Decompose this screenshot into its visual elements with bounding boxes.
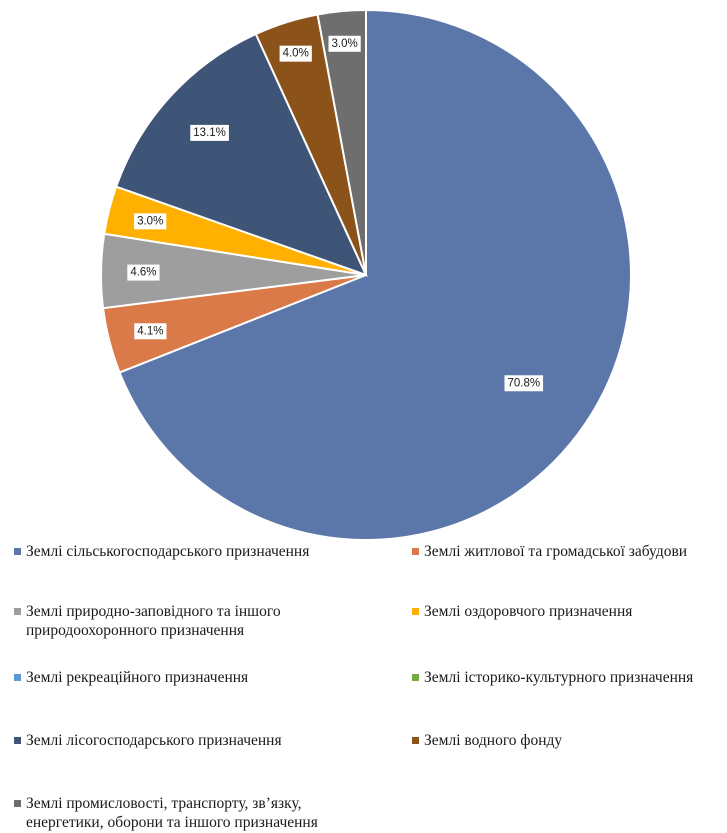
- legend: Землі сільськогосподарського призначення…: [0, 536, 727, 833]
- pie-chart: 70.8% 4.1% 4.6% 3.0% 13.1% 4.0% 3.0%: [100, 8, 632, 540]
- data-label-text: 4.0%: [283, 48, 309, 60]
- legend-item: Землі лісогосподарського призначення: [14, 731, 282, 750]
- data-label-text: 3.0%: [331, 38, 357, 50]
- legend-swatch: [14, 548, 21, 555]
- data-label: 3.0%: [134, 213, 167, 230]
- data-label-box: [134, 323, 167, 340]
- legend-label: Землі житлової та громадської забудови: [424, 543, 688, 560]
- legend-label: Землі лісогосподарського призначення: [26, 732, 282, 749]
- data-label-text: 70.8%: [507, 377, 540, 389]
- legend-swatch: [412, 674, 419, 681]
- data-label-box: [134, 213, 167, 230]
- legend-swatch: [14, 800, 21, 807]
- data-label-text: 3.0%: [137, 215, 163, 227]
- legend-item: Землі водного фонду: [412, 731, 562, 750]
- pie-slice: [316, 8, 367, 276]
- legend-item: Землі природно-заповідного та іншого при…: [14, 602, 281, 640]
- legend-item: Землі оздоровчого призначення: [412, 602, 632, 621]
- legend-swatch: [14, 674, 21, 681]
- legend-swatch: [14, 608, 21, 615]
- pie-slice: [118, 8, 632, 540]
- data-label-box: [127, 264, 160, 281]
- legend-item: Землі історико-культурного призначення: [412, 668, 693, 687]
- legend-item: Землі житлової та громадської забудови: [412, 542, 687, 561]
- legend-label: Землі оздоровчого призначення: [424, 603, 633, 620]
- legend-swatch: [412, 548, 419, 555]
- data-label-box: [328, 35, 361, 52]
- data-label: 13.1%: [190, 124, 229, 141]
- data-label: 70.8%: [504, 375, 544, 392]
- legend-label: Землі природно-заповідного та іншого при…: [26, 603, 281, 639]
- legend-item: Землі рекреаційного призначення: [14, 668, 248, 687]
- legend-item: Землі промисловості, транспорту, зв’язку…: [14, 794, 318, 832]
- legend-swatch: [412, 737, 419, 744]
- data-label-text: 4.1%: [137, 325, 163, 337]
- legend-item: Землі сільськогосподарського призначення: [14, 542, 309, 561]
- data-label-box: [279, 45, 312, 62]
- legend-label: Землі рекреаційного призначення: [26, 669, 249, 686]
- legend-label: Землі промисловості, транспорту, зв’язку…: [26, 795, 318, 831]
- data-label: 4.6%: [127, 264, 160, 281]
- data-label: 3.0%: [328, 35, 361, 52]
- data-label-box: [190, 124, 229, 141]
- data-label-text: 13.1%: [193, 127, 226, 139]
- data-label-box: [504, 375, 544, 392]
- legend-label: Землі історико-культурного призначення: [424, 669, 694, 686]
- legend-label: Землі водного фонду: [424, 732, 563, 749]
- legend-label: Землі сільськогосподарського призначення: [26, 543, 310, 560]
- data-label-text: 4.6%: [130, 267, 156, 279]
- pie-slice: [114, 32, 368, 277]
- legend-swatch: [412, 608, 419, 615]
- data-label: 4.1%: [134, 323, 167, 340]
- data-label: 4.0%: [279, 45, 312, 62]
- pie-chart-svg: 70.8% 4.1% 4.6% 3.0% 13.1% 4.0% 3.0%: [100, 8, 632, 540]
- legend-swatch: [14, 737, 21, 744]
